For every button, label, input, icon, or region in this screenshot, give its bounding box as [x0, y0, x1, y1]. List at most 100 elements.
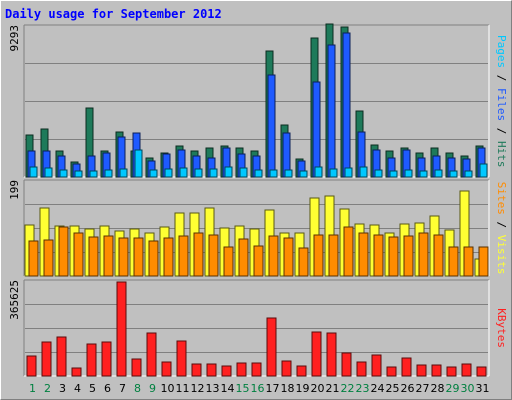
x-tick-label: 18: [281, 382, 295, 395]
x-tick-label: 9: [149, 382, 156, 395]
bar-sites-day-10: [163, 237, 174, 277]
x-tick-label: 25: [386, 382, 400, 395]
bar-sites-day-21: [328, 234, 339, 277]
bar-pages-day-28: [434, 169, 443, 178]
legend-entry: Pages: [495, 35, 508, 68]
bar-pages-day-12: [194, 168, 203, 178]
x-tick-label: 24: [371, 382, 385, 395]
bar-kbytes-day-23: [356, 361, 367, 377]
bar-kbytes-day-30: [461, 363, 472, 377]
bar-sites-day-20: [313, 234, 324, 277]
bar-sites-day-7: [118, 237, 129, 277]
bar-pages-day-19: [299, 170, 308, 178]
bar-files-day-21: [327, 44, 336, 178]
bar-sites-day-3: [58, 226, 69, 277]
y-max-label: 199: [8, 180, 21, 200]
x-tick-label: 19: [296, 382, 310, 395]
bar-sites-day-6: [103, 235, 114, 277]
bar-files-day-22: [342, 32, 351, 178]
bar-pages-day-2: [44, 167, 53, 178]
bar-pages-day-13: [209, 168, 218, 178]
legend-entry: Hits: [495, 141, 508, 168]
bar-pages-day-15: [239, 167, 248, 178]
x-tick-label: 2: [44, 382, 51, 395]
bar-sites-day-13: [208, 234, 219, 277]
y-max-label: 9293: [8, 25, 21, 52]
bar-sites-day-31: [478, 246, 489, 277]
bar-sites-day-23: [358, 232, 369, 277]
legend-entry: /: [495, 215, 508, 235]
legend-entry: /: [495, 121, 508, 141]
bar-kbytes-day-7: [116, 281, 127, 377]
legend-entry: KBytes: [495, 308, 508, 348]
x-tick-label: 12: [191, 382, 205, 395]
x-tick-label: 21: [326, 382, 340, 395]
bar-sites-day-22: [343, 226, 354, 277]
bar-kbytes-day-9: [146, 332, 157, 377]
bar-kbytes-day-31: [476, 366, 487, 377]
x-tick-label: 5: [89, 382, 96, 395]
bar-pages-day-10: [164, 168, 173, 178]
bar-sites-day-30: [463, 246, 474, 277]
bar-kbytes-day-19: [296, 365, 307, 377]
x-tick-label: 15: [236, 382, 250, 395]
bar-pages-day-5: [89, 170, 98, 178]
x-tick-label: 22: [341, 382, 355, 395]
bar-sites-day-24: [373, 234, 384, 277]
bar-kbytes-day-13: [206, 363, 217, 377]
bar-kbytes-day-27: [416, 364, 427, 377]
bar-kbytes-day-18: [281, 360, 292, 377]
bar-pages-day-25: [389, 170, 398, 178]
x-tick-label: 1: [29, 382, 36, 395]
x-tick-label: 23: [356, 382, 370, 395]
bar-kbytes-day-17: [266, 317, 277, 377]
x-tick-label: 20: [311, 382, 325, 395]
bar-kbytes-day-26: [401, 357, 412, 377]
bar-sites-day-1: [28, 240, 39, 277]
bar-pages-day-17: [269, 169, 278, 178]
bar-kbytes-day-4: [71, 367, 82, 377]
bar-sites-day-29: [448, 246, 459, 277]
bar-pages-day-27: [419, 170, 428, 178]
bar-sites-day-28: [433, 234, 444, 277]
bar-pages-day-20: [314, 166, 323, 178]
bar-pages-day-8: [134, 149, 143, 178]
series-legend: KBytes: [495, 308, 508, 348]
bar-kbytes-day-5: [86, 343, 97, 377]
bar-sites-day-26: [403, 235, 414, 277]
legend-entry: Sites: [495, 182, 508, 215]
bar-kbytes-day-22: [341, 352, 352, 377]
x-tick-label: 30: [461, 382, 475, 395]
bar-pages-day-31: [479, 163, 488, 178]
bar-pages-day-24: [374, 169, 383, 178]
x-tick-label: 4: [74, 382, 81, 395]
bar-pages-day-3: [59, 169, 68, 178]
legend-entry: Files: [495, 88, 508, 121]
bar-pages-day-22: [344, 167, 353, 178]
x-tick-label: 10: [161, 382, 175, 395]
bar-kbytes-day-16: [251, 362, 262, 377]
bar-pages-day-14: [224, 166, 233, 178]
x-tick-label: 29: [446, 382, 460, 395]
bar-kbytes-day-14: [221, 365, 232, 377]
bar-pages-day-23: [359, 166, 368, 178]
bar-kbytes-day-15: [236, 362, 247, 377]
x-tick-label: 11: [176, 382, 190, 395]
legend-entry: Visits: [495, 235, 508, 275]
bar-sites-day-5: [88, 236, 99, 277]
bar-sites-day-11: [178, 235, 189, 277]
bar-sites-day-2: [43, 239, 54, 277]
bar-pages-day-21: [329, 168, 338, 178]
bar-sites-day-8: [133, 237, 144, 277]
series-legend: Pages / Files / Hits: [495, 35, 508, 168]
bar-pages-day-18: [284, 169, 293, 178]
bar-files-day-17: [267, 74, 276, 178]
bar-pages-day-7: [119, 168, 128, 178]
bar-kbytes-day-28: [431, 364, 442, 377]
bar-files-day-20: [312, 81, 321, 178]
bar-sites-day-4: [73, 232, 84, 277]
bar-pages-day-16: [254, 169, 263, 178]
bar-pages-day-4: [74, 170, 83, 178]
bar-sites-day-18: [283, 237, 294, 277]
